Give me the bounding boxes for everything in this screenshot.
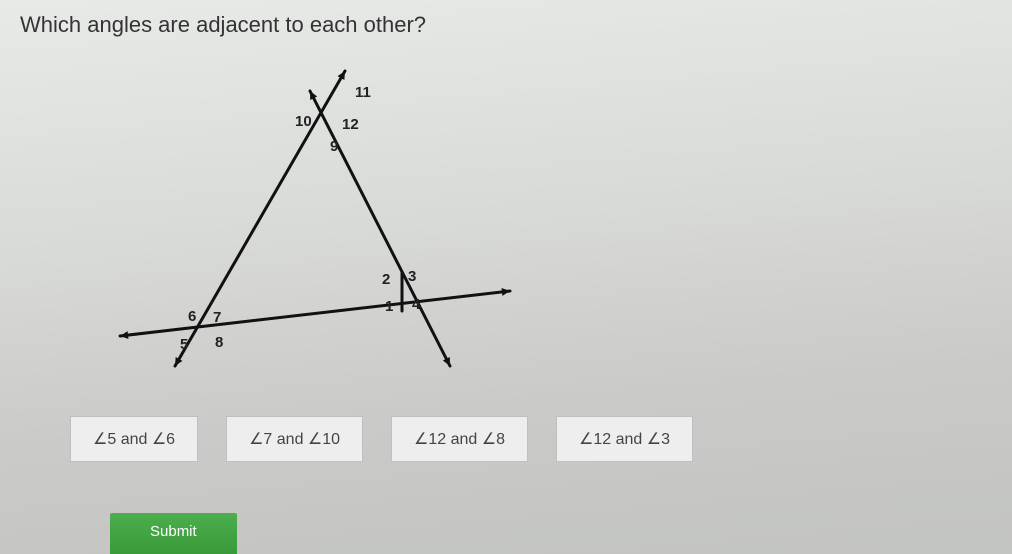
angle-label: 1 (385, 298, 393, 315)
answer-option-1[interactable]: ∠5 and ∠6 (70, 416, 198, 462)
angle-label: 4 (412, 296, 420, 313)
submit-button[interactable]: Submit (110, 513, 237, 554)
answer-option-3[interactable]: ∠12 and ∠8 (391, 416, 528, 462)
angle-label: 10 (295, 113, 312, 130)
angle-label: 7 (213, 309, 221, 326)
angle-label: 2 (382, 271, 390, 288)
angle-label: 9 (330, 138, 338, 155)
answer-option-4[interactable]: ∠12 and ∠3 (556, 416, 693, 462)
answer-row: ∠5 and ∠6 ∠7 and ∠10 ∠12 and ∠8 ∠12 and … (70, 416, 992, 462)
angle-label: 3 (408, 268, 416, 285)
angle-label: 12 (342, 116, 359, 133)
angle-label: 5 (180, 336, 188, 353)
question-text: Which angles are adjacent to each other? (20, 12, 992, 38)
angle-label: 11 (355, 84, 371, 101)
answer-option-2[interactable]: ∠7 and ∠10 (226, 416, 363, 462)
angle-diagram: 11 10 129 2 31 4 67 5 8 (80, 56, 540, 386)
angle-label: 8 (215, 334, 223, 351)
angle-label: 6 (188, 308, 196, 325)
